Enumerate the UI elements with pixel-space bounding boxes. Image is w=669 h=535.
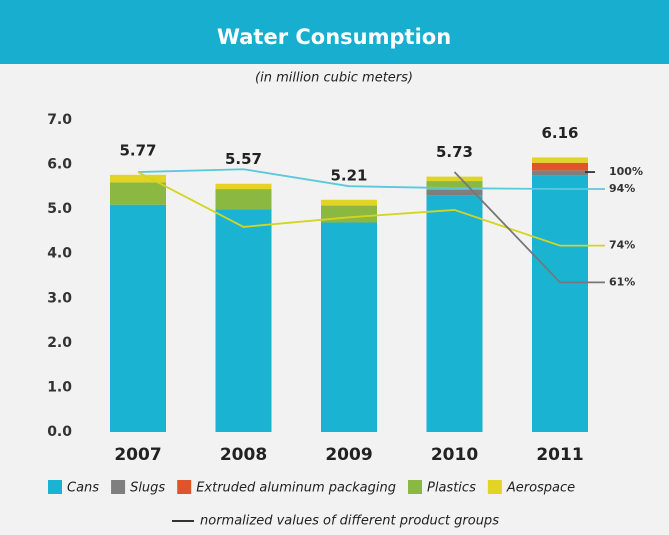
bar-segment [426,181,483,190]
bar-segment [426,195,483,432]
total-label: 5.57 [225,150,262,168]
x-tick-label: 2010 [431,445,478,465]
line-end-label: 94% [609,182,635,195]
line-legend-label: normalized values of different product g… [200,514,499,529]
line-end-label: 61% [609,275,635,288]
x-tick-label: 2008 [220,445,267,465]
x-tick-label: 2009 [325,445,372,465]
y-tick-label: 6.0 [47,157,72,173]
bar-segment [321,222,377,432]
legend-label: Slugs [130,481,165,496]
y-tick-label: 2.0 [47,335,72,351]
bar-segment [321,199,377,206]
legend-swatch [408,480,423,494]
total-label: 5.21 [330,166,367,184]
bar-segment [532,175,588,432]
bar-segment [532,170,588,176]
total-label: 5.77 [119,141,156,159]
bar-segment [426,176,483,182]
legend-swatch [111,480,126,494]
bar-segment [110,174,166,183]
x-tick-label: 2011 [536,445,583,465]
total-label: 5.73 [436,143,473,161]
y-tick-label: 4.0 [47,246,72,262]
bar-segment [215,183,272,190]
title-banner [0,0,669,64]
line-end-label: 74% [609,239,635,252]
y-tick-label: 1.0 [47,379,72,395]
legend-swatch [48,480,62,494]
bar-segment [110,204,166,432]
normalized-line [137,168,561,190]
legend-label: Aerospace [506,481,575,496]
x-tick-label: 2007 [114,445,161,465]
legend-label: Plastics [427,481,476,496]
total-label: 6.16 [541,124,578,142]
legend-label: Extruded aluminum packaging [196,481,396,496]
chart-title: Water Consumption [217,25,451,49]
y-tick-label: 3.0 [47,290,72,306]
bar-segment [426,189,483,196]
bar-segment [215,189,272,210]
bar-segment [215,209,272,432]
legend-label: Cans [67,481,99,496]
bar-segment [532,157,588,163]
y-tick-label: 0.0 [47,424,72,440]
legend-swatch [177,480,192,494]
line-end-label: 100% [609,165,643,178]
legend-swatch [487,480,502,494]
normalized-line [453,171,561,283]
subtitle: (in million cubic meters) [255,71,413,86]
y-tick-label: 7.0 [47,112,72,128]
bar-segment [532,162,588,171]
normalized-line [137,171,561,247]
bar-segment [110,182,166,205]
y-tick-label: 5.0 [47,201,72,217]
